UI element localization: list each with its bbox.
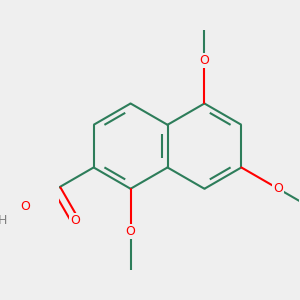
Text: O: O: [70, 214, 80, 227]
Text: O: O: [200, 54, 209, 67]
Text: O: O: [126, 225, 136, 238]
Text: H: H: [0, 214, 7, 226]
Text: O: O: [20, 200, 30, 213]
Text: O: O: [273, 182, 283, 195]
